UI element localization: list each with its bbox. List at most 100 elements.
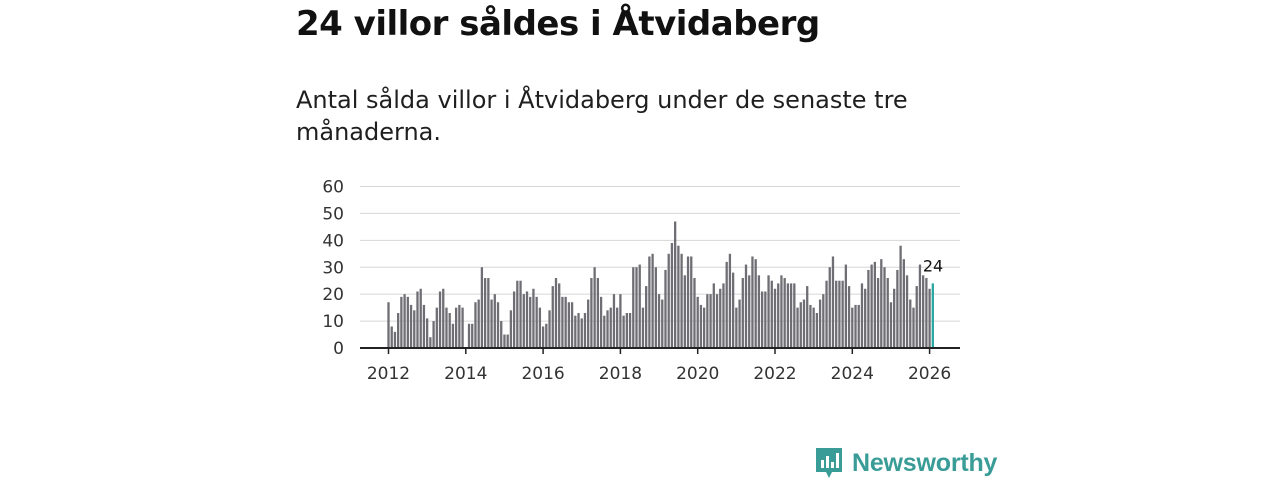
bar (712, 283, 715, 348)
bar (770, 280, 773, 348)
bar (477, 299, 480, 348)
bar (419, 288, 422, 348)
bar (635, 267, 638, 348)
bar (628, 313, 632, 348)
bar (857, 304, 860, 348)
bar (719, 288, 722, 348)
bar (686, 256, 690, 348)
bar (603, 315, 606, 348)
bar (841, 280, 844, 348)
brand-logo: Newsworthy (814, 446, 997, 480)
bar (564, 296, 567, 348)
bar (818, 299, 822, 348)
bar (822, 294, 825, 348)
last-value-label: 24 (923, 256, 943, 275)
bar (764, 291, 767, 348)
bar (500, 321, 503, 348)
x-tick-label: 2016 (521, 364, 564, 384)
y-tick-label: 10 (322, 312, 344, 332)
bar (918, 264, 922, 348)
bar (438, 291, 442, 348)
bar (809, 304, 812, 348)
bar (487, 278, 490, 348)
bar (590, 278, 593, 348)
brand-name: Newsworthy (852, 448, 998, 477)
bar (757, 275, 761, 348)
bar (558, 283, 561, 348)
bar (599, 296, 603, 348)
y-tick-label: 0 (333, 339, 344, 359)
bar (825, 280, 828, 348)
page-title: 24 villor såldes i Åtvidaberg (296, 4, 820, 44)
bar (896, 269, 899, 348)
y-tick-label: 60 (322, 178, 344, 198)
bar (928, 288, 931, 348)
bar (886, 278, 889, 348)
bar (496, 302, 500, 348)
bar (416, 291, 419, 348)
bar (580, 318, 583, 348)
x-tick-label: 2026 (908, 364, 951, 384)
bar (519, 280, 522, 348)
bar (735, 307, 738, 349)
bar (715, 294, 719, 348)
bar (548, 310, 551, 348)
bar (674, 221, 677, 348)
bar (490, 299, 493, 348)
bar (509, 310, 513, 348)
bar (554, 278, 558, 348)
bar (512, 291, 516, 348)
bar (828, 267, 831, 348)
bar (738, 299, 741, 348)
bar (876, 278, 880, 348)
bar (622, 315, 625, 348)
bar (867, 269, 870, 348)
bar (619, 294, 622, 348)
bar (409, 304, 413, 348)
bar (429, 337, 432, 348)
bar (880, 259, 883, 348)
bar (690, 256, 693, 348)
bar (612, 294, 616, 348)
bar (754, 259, 757, 348)
bar (454, 307, 458, 349)
bar (535, 296, 538, 348)
bar (812, 307, 815, 349)
bar (471, 323, 474, 348)
bar (448, 313, 451, 348)
bar (922, 275, 925, 348)
bar (570, 302, 574, 348)
bar (751, 256, 754, 348)
newsworthy-logo-icon (816, 448, 842, 478)
bar (731, 272, 735, 348)
bar (413, 310, 416, 348)
bar (864, 288, 867, 348)
bar (435, 307, 438, 349)
bar (847, 286, 851, 348)
bar (625, 313, 628, 348)
bar (722, 283, 725, 348)
bar-latest (931, 283, 934, 348)
bar (467, 323, 471, 348)
bar (529, 296, 532, 348)
bar (783, 278, 786, 348)
bar (744, 264, 748, 348)
bar (551, 286, 554, 348)
bar (699, 304, 703, 348)
bar (474, 302, 477, 348)
bar (915, 286, 918, 348)
bar (883, 267, 886, 348)
bar (702, 307, 706, 349)
bar (432, 321, 435, 348)
bar (786, 283, 790, 348)
bar (493, 294, 496, 348)
bar (400, 296, 403, 348)
bar (670, 243, 674, 348)
bar (522, 294, 525, 348)
bar (483, 278, 487, 348)
bar (616, 307, 619, 349)
bar (532, 288, 535, 348)
bar (480, 267, 484, 348)
bar (445, 307, 448, 349)
bar (664, 269, 667, 348)
